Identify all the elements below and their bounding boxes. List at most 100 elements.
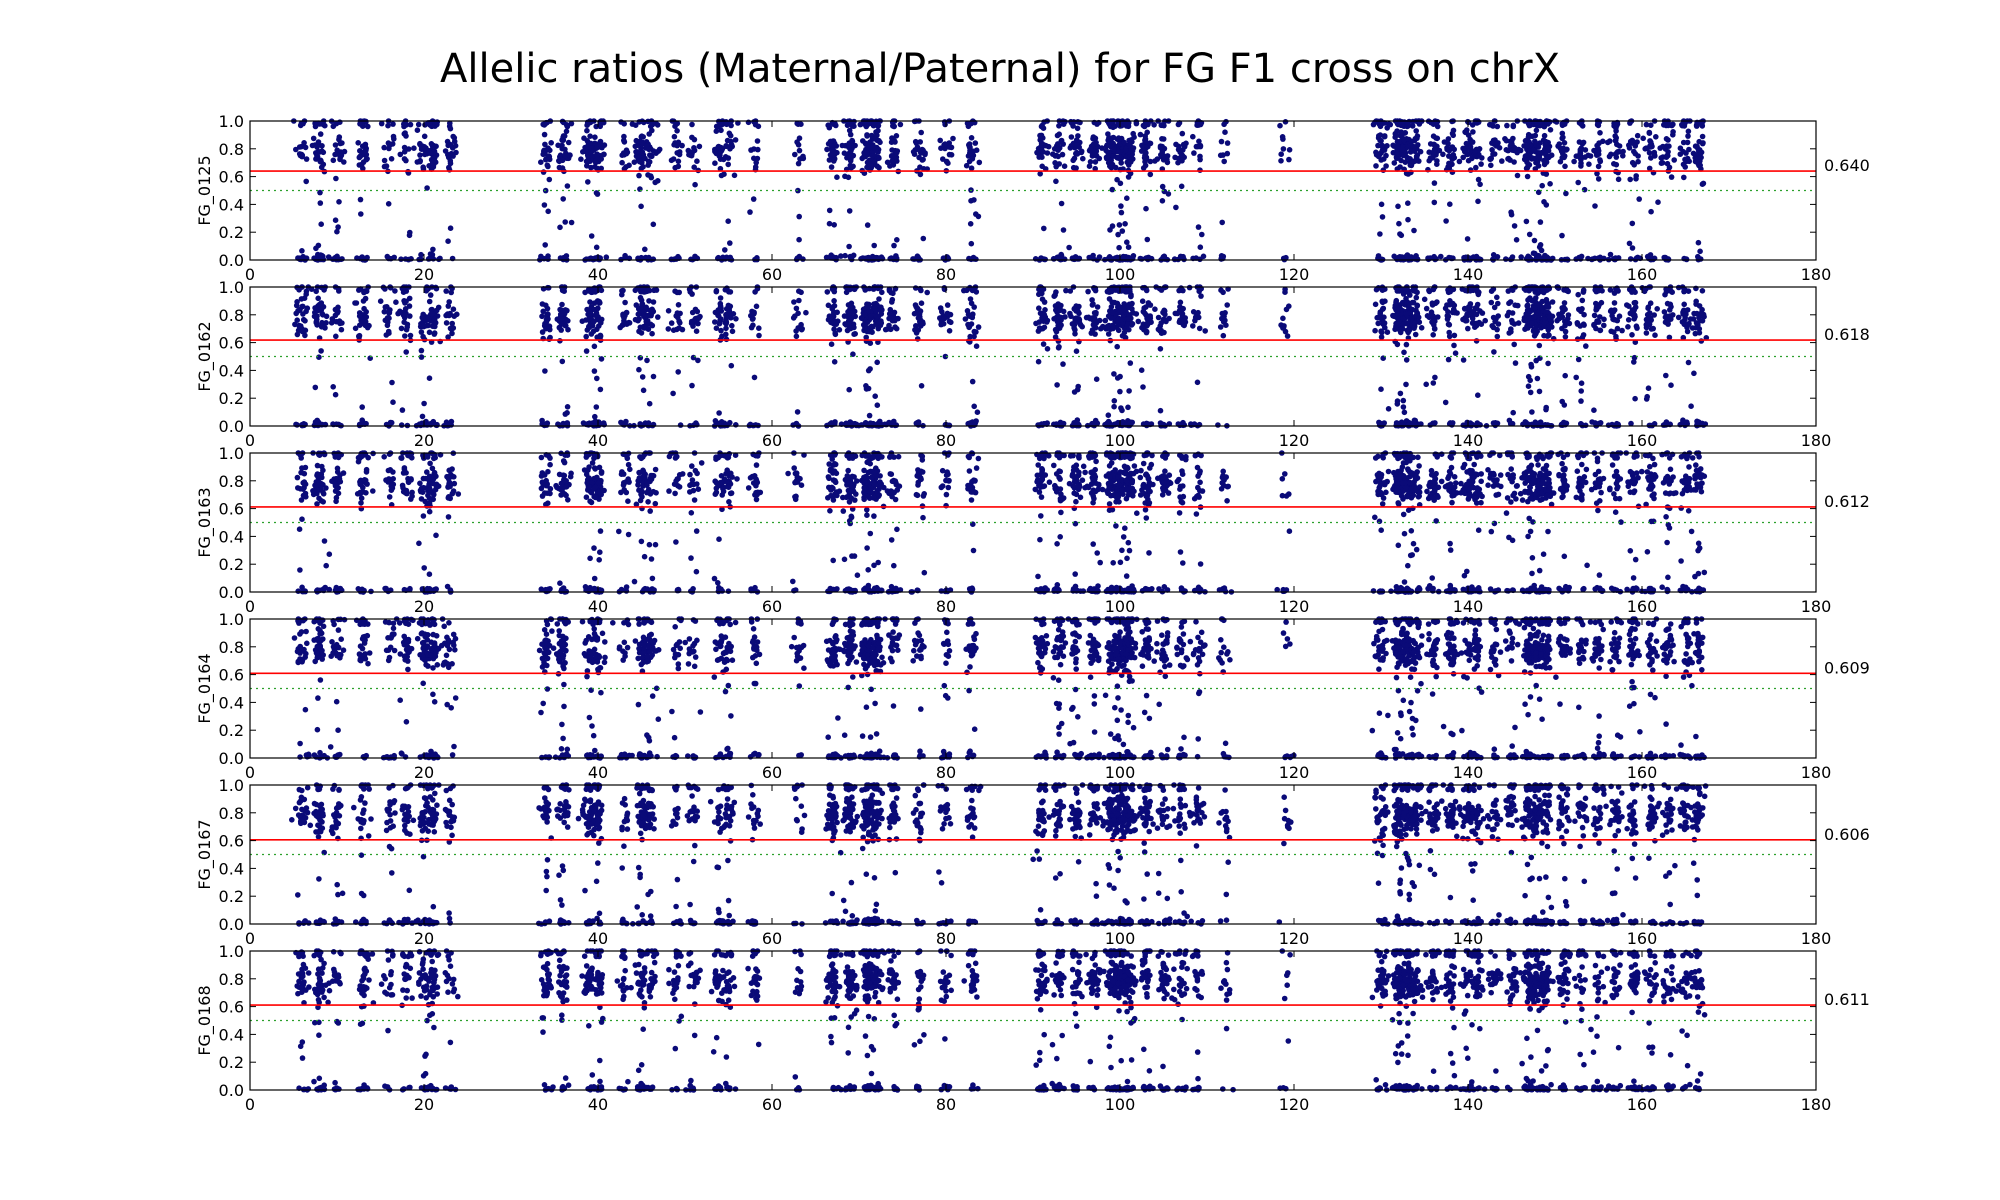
data-point — [972, 419, 979, 426]
data-point — [417, 152, 423, 158]
data-point — [1409, 306, 1416, 313]
data-point — [1092, 331, 1098, 337]
data-point — [1042, 307, 1048, 313]
data-point — [1668, 174, 1675, 180]
data-point — [1164, 159, 1171, 166]
data-point — [594, 375, 600, 382]
data-point — [1524, 164, 1531, 171]
data-point — [1521, 156, 1528, 163]
data-point — [918, 300, 925, 307]
data-point — [1522, 317, 1528, 323]
data-point — [1582, 422, 1589, 429]
data-point — [546, 323, 553, 330]
data-point — [318, 300, 325, 306]
data-point — [872, 135, 879, 142]
data-point — [404, 324, 411, 330]
data-point — [1554, 317, 1560, 324]
data-point — [675, 302, 682, 308]
data-point — [642, 246, 648, 253]
data-point — [946, 140, 952, 146]
data-point — [1036, 153, 1043, 159]
data-point — [849, 137, 855, 144]
data-point — [1116, 141, 1123, 147]
data-point — [1377, 310, 1383, 317]
data-point — [1512, 360, 1519, 366]
data-point — [924, 289, 930, 296]
data-point — [1396, 321, 1402, 327]
data-point — [884, 159, 891, 166]
data-point — [668, 157, 675, 164]
data-point — [316, 121, 323, 127]
data-point — [313, 288, 320, 295]
data-point — [825, 302, 832, 309]
data-point — [559, 358, 566, 365]
data-point — [1533, 295, 1539, 301]
data-point — [539, 417, 545, 424]
data-point — [1198, 293, 1204, 299]
data-point — [558, 321, 565, 327]
data-point — [796, 213, 802, 220]
data-point — [1508, 329, 1514, 335]
data-point — [1509, 287, 1516, 294]
data-point — [1477, 308, 1483, 314]
data-point — [1147, 158, 1154, 165]
data-point — [392, 288, 398, 294]
data-point — [1282, 286, 1288, 293]
x-tick-label: 0 — [245, 265, 255, 284]
data-point — [1559, 305, 1565, 311]
data-point — [592, 413, 598, 420]
data-point — [562, 153, 569, 159]
data-point — [1450, 132, 1456, 139]
data-point — [442, 148, 449, 154]
data-point — [296, 323, 303, 330]
data-point — [875, 319, 882, 325]
data-point — [912, 138, 919, 145]
data-point — [1549, 299, 1556, 305]
data-point — [1494, 333, 1501, 340]
data-point — [334, 147, 341, 153]
data-point — [1103, 143, 1110, 149]
data-point — [1143, 150, 1149, 156]
data-point — [646, 298, 652, 304]
data-point — [966, 324, 972, 331]
data-point — [382, 286, 388, 292]
data-point — [1141, 155, 1148, 161]
data-point — [543, 156, 549, 163]
data-point — [717, 295, 724, 301]
data-point — [1103, 147, 1109, 154]
data-point — [727, 419, 733, 426]
data-point — [451, 138, 458, 145]
data-point — [1377, 151, 1383, 158]
data-point — [1124, 239, 1130, 245]
data-point — [913, 420, 920, 427]
data-point — [718, 305, 724, 312]
data-point — [852, 313, 858, 320]
data-point — [650, 221, 657, 228]
data-point — [420, 333, 426, 340]
data-point — [1372, 119, 1378, 126]
data-point — [1039, 325, 1046, 332]
data-point — [1445, 136, 1452, 142]
data-point — [848, 305, 854, 311]
data-point — [1495, 140, 1501, 146]
data-point — [1118, 209, 1125, 216]
scatter-points — [292, 284, 1710, 429]
data-point — [1473, 338, 1480, 344]
data-point — [403, 133, 409, 139]
data-point — [1373, 163, 1379, 169]
data-point — [447, 225, 454, 231]
data-point — [1086, 254, 1092, 261]
data-point — [332, 142, 339, 148]
data-point — [1110, 153, 1117, 159]
data-point — [1062, 118, 1068, 125]
subplot-FG_0125: 0.00.20.40.60.81.00 20 40 60 80 100 120 140 160 1… — [195, 112, 1870, 284]
data-point — [591, 300, 598, 306]
data-point — [1092, 165, 1098, 172]
data-point — [330, 123, 337, 130]
data-point — [1137, 131, 1144, 138]
data-point — [1586, 161, 1592, 167]
data-point — [676, 325, 682, 331]
data-point — [353, 300, 360, 306]
data-point — [889, 147, 895, 153]
data-point — [364, 156, 370, 162]
